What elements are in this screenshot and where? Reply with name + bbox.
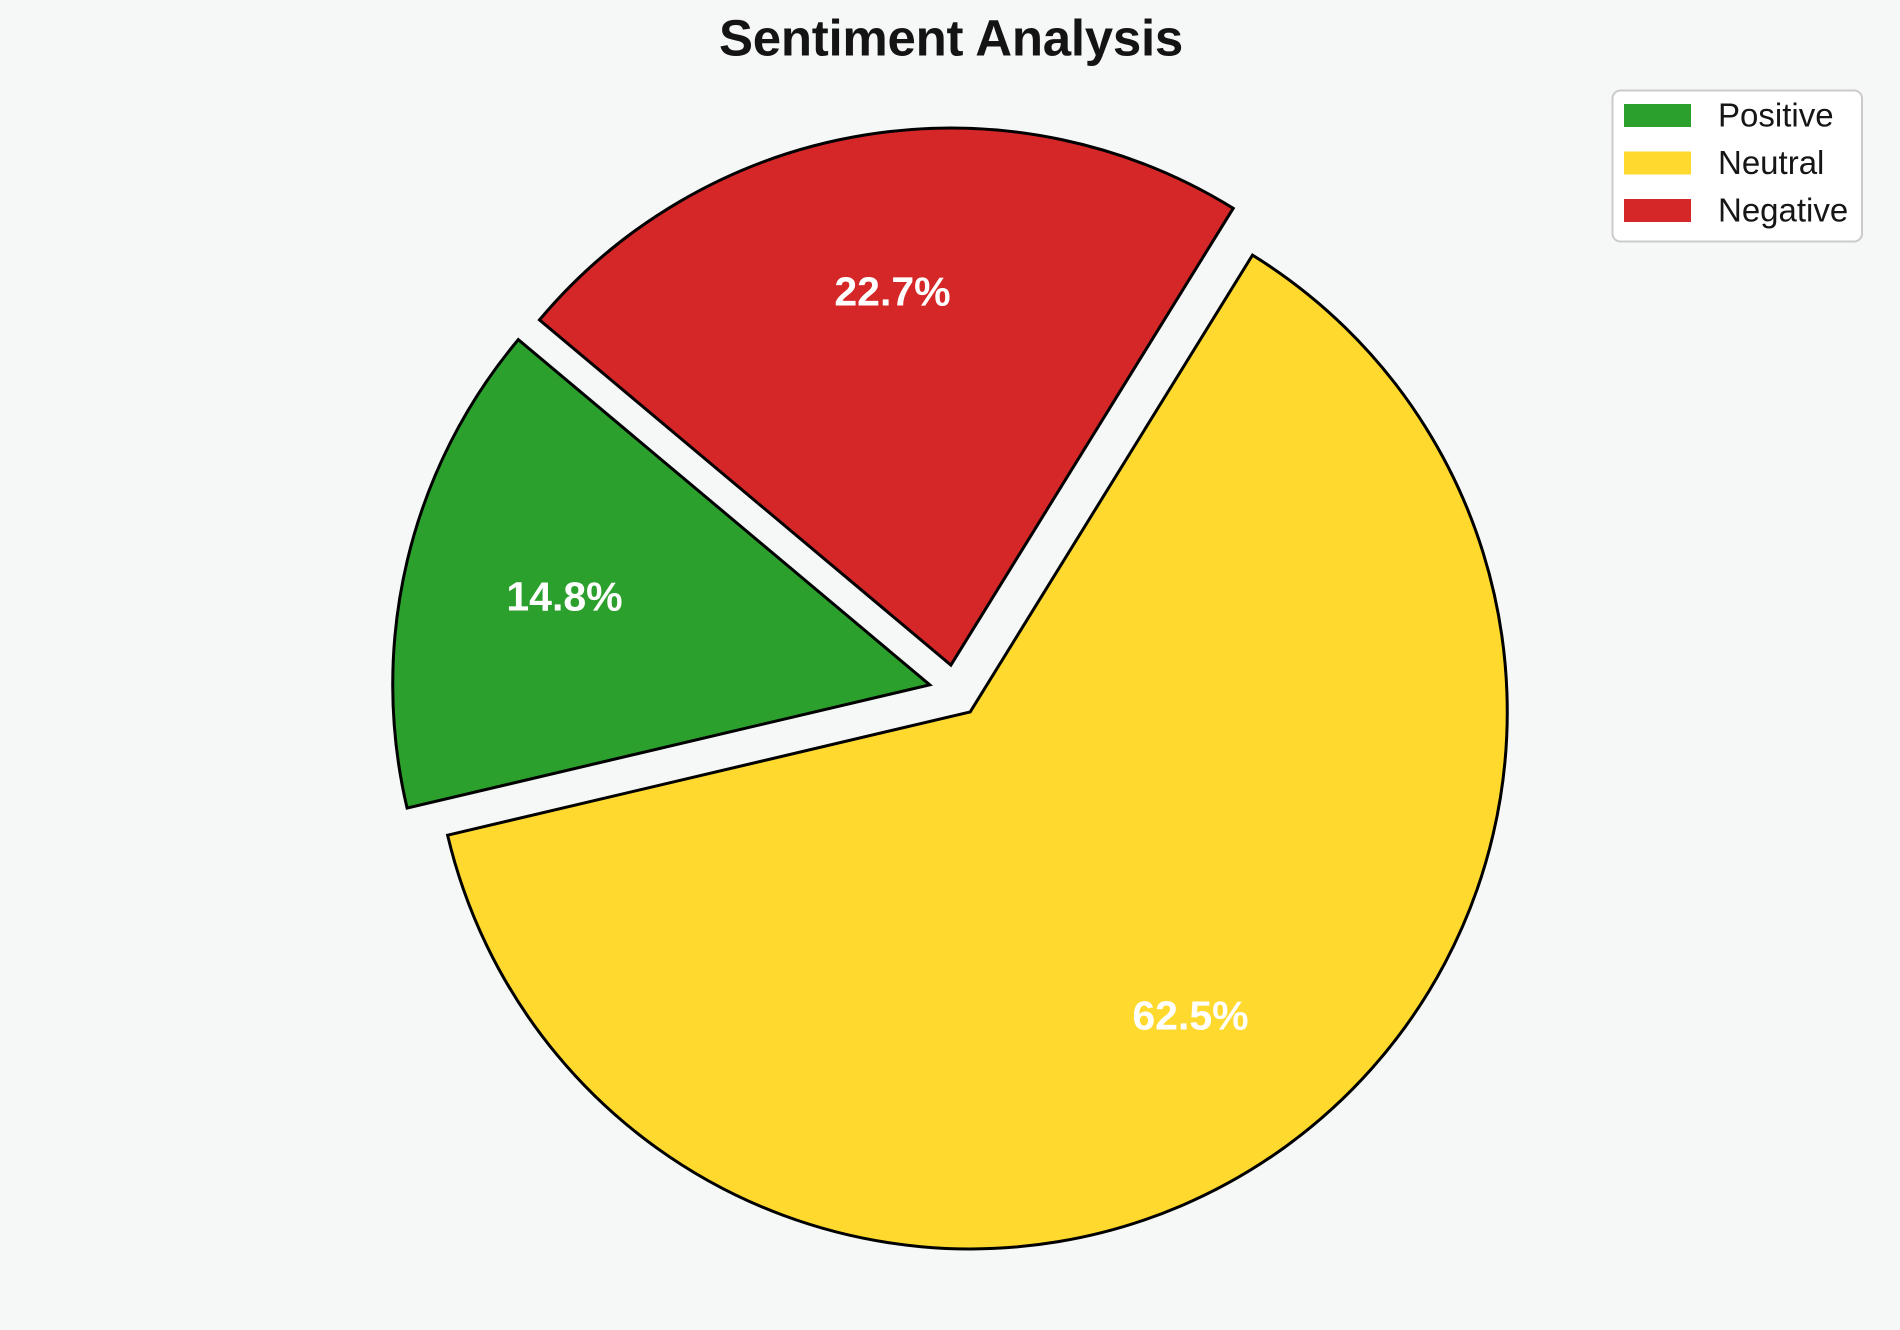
svg-text:22.7%: 22.7% [834, 269, 950, 315]
svg-text:Neutral: Neutral [1718, 144, 1824, 181]
svg-text:Sentiment Analysis: Sentiment Analysis [719, 10, 1183, 67]
svg-text:14.8%: 14.8% [506, 574, 622, 620]
svg-text:Negative: Negative [1718, 192, 1848, 229]
svg-text:62.5%: 62.5% [1132, 993, 1248, 1039]
svg-text:Positive: Positive [1718, 97, 1834, 134]
